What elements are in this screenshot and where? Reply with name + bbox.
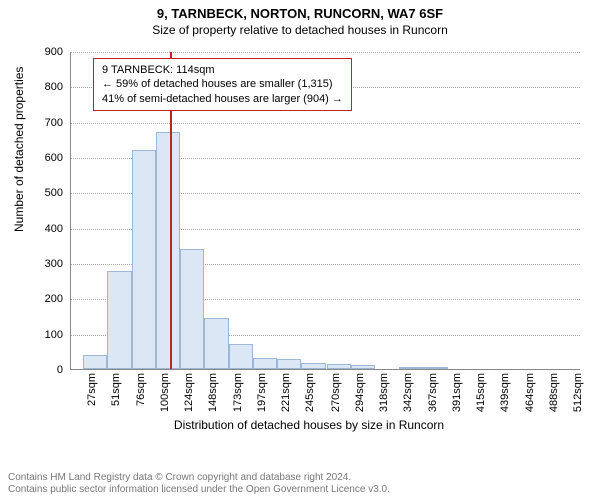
histogram-bar	[156, 132, 180, 369]
histogram-bar	[253, 358, 277, 369]
x-tick-label: 342sqm	[402, 373, 414, 412]
x-tick-label: 318sqm	[378, 373, 390, 412]
x-tick-label: 488sqm	[548, 373, 560, 412]
y-tick-label: 300	[45, 258, 63, 270]
y-tick-label: 800	[45, 81, 63, 93]
x-tick-label: 391sqm	[451, 373, 463, 412]
y-tick-label: 100	[45, 329, 63, 341]
y-tick-label: 0	[57, 364, 63, 376]
y-tick-label: 500	[45, 187, 63, 199]
y-tick-label: 200	[45, 293, 63, 305]
histogram-bar	[229, 344, 253, 369]
histogram-bar	[180, 249, 204, 369]
x-tick-label: 221sqm	[280, 373, 292, 412]
annotation-line: ← 59% of detached houses are smaller (1,…	[102, 77, 343, 91]
histogram-bar	[327, 364, 351, 369]
x-tick-label: 245sqm	[304, 373, 316, 412]
chart-subtitle: Size of property relative to detached ho…	[0, 21, 600, 37]
x-tick-label: 124sqm	[183, 373, 195, 412]
x-tick-label: 100sqm	[159, 373, 171, 412]
x-tick-label: 148sqm	[207, 373, 219, 412]
x-tick-label: 270sqm	[330, 373, 342, 412]
annotation-line: 41% of semi-detached houses are larger (…	[102, 92, 343, 106]
y-tick-label: 700	[45, 117, 63, 129]
histogram-bar	[83, 355, 107, 369]
y-tick-label: 600	[45, 152, 63, 164]
x-tick-label: 415sqm	[475, 373, 487, 412]
footer-text: Contains HM Land Registry data © Crown c…	[8, 472, 390, 496]
grid-line	[71, 123, 580, 124]
footer-line-2: Contains public sector information licen…	[8, 484, 390, 496]
histogram-bar	[351, 365, 375, 369]
chart-area: Number of detached properties 0100200300…	[28, 52, 590, 426]
x-tick-label: 76sqm	[135, 373, 147, 406]
annotation-line: 9 TARNBECK: 114sqm	[102, 63, 343, 77]
x-tick-label: 27sqm	[86, 373, 98, 406]
x-tick-label: 173sqm	[232, 373, 244, 412]
x-tick-label: 439sqm	[499, 373, 511, 412]
y-tick-label: 900	[45, 46, 63, 58]
histogram-bar	[399, 367, 424, 369]
x-tick-label: 51sqm	[110, 373, 122, 406]
x-tick-label: 367sqm	[427, 373, 439, 412]
histogram-bar	[424, 367, 448, 369]
x-tick-label: 512sqm	[572, 373, 584, 412]
histogram-bar	[301, 363, 326, 369]
annotation-box: 9 TARNBECK: 114sqm← 59% of detached hous…	[93, 58, 352, 111]
x-tick-label: 197sqm	[256, 373, 268, 412]
x-axis-label: Distribution of detached houses by size …	[28, 418, 590, 432]
x-tick-label: 464sqm	[524, 373, 536, 412]
chart-title: 9, TARNBECK, NORTON, RUNCORN, WA7 6SF	[0, 0, 600, 21]
plot-area: 010020030040050060070080090027sqm51sqm76…	[70, 52, 580, 370]
x-tick-label: 294sqm	[354, 373, 366, 412]
grid-line	[71, 52, 580, 53]
histogram-bar	[204, 318, 229, 369]
footer-line-1: Contains HM Land Registry data © Crown c…	[8, 472, 390, 484]
y-tick-label: 400	[45, 223, 63, 235]
chart-container: 9, TARNBECK, NORTON, RUNCORN, WA7 6SF Si…	[0, 0, 600, 500]
histogram-bar	[107, 271, 132, 369]
y-axis-label: Number of detached properties	[12, 67, 26, 232]
histogram-bar	[277, 359, 301, 369]
histogram-bar	[132, 150, 156, 369]
